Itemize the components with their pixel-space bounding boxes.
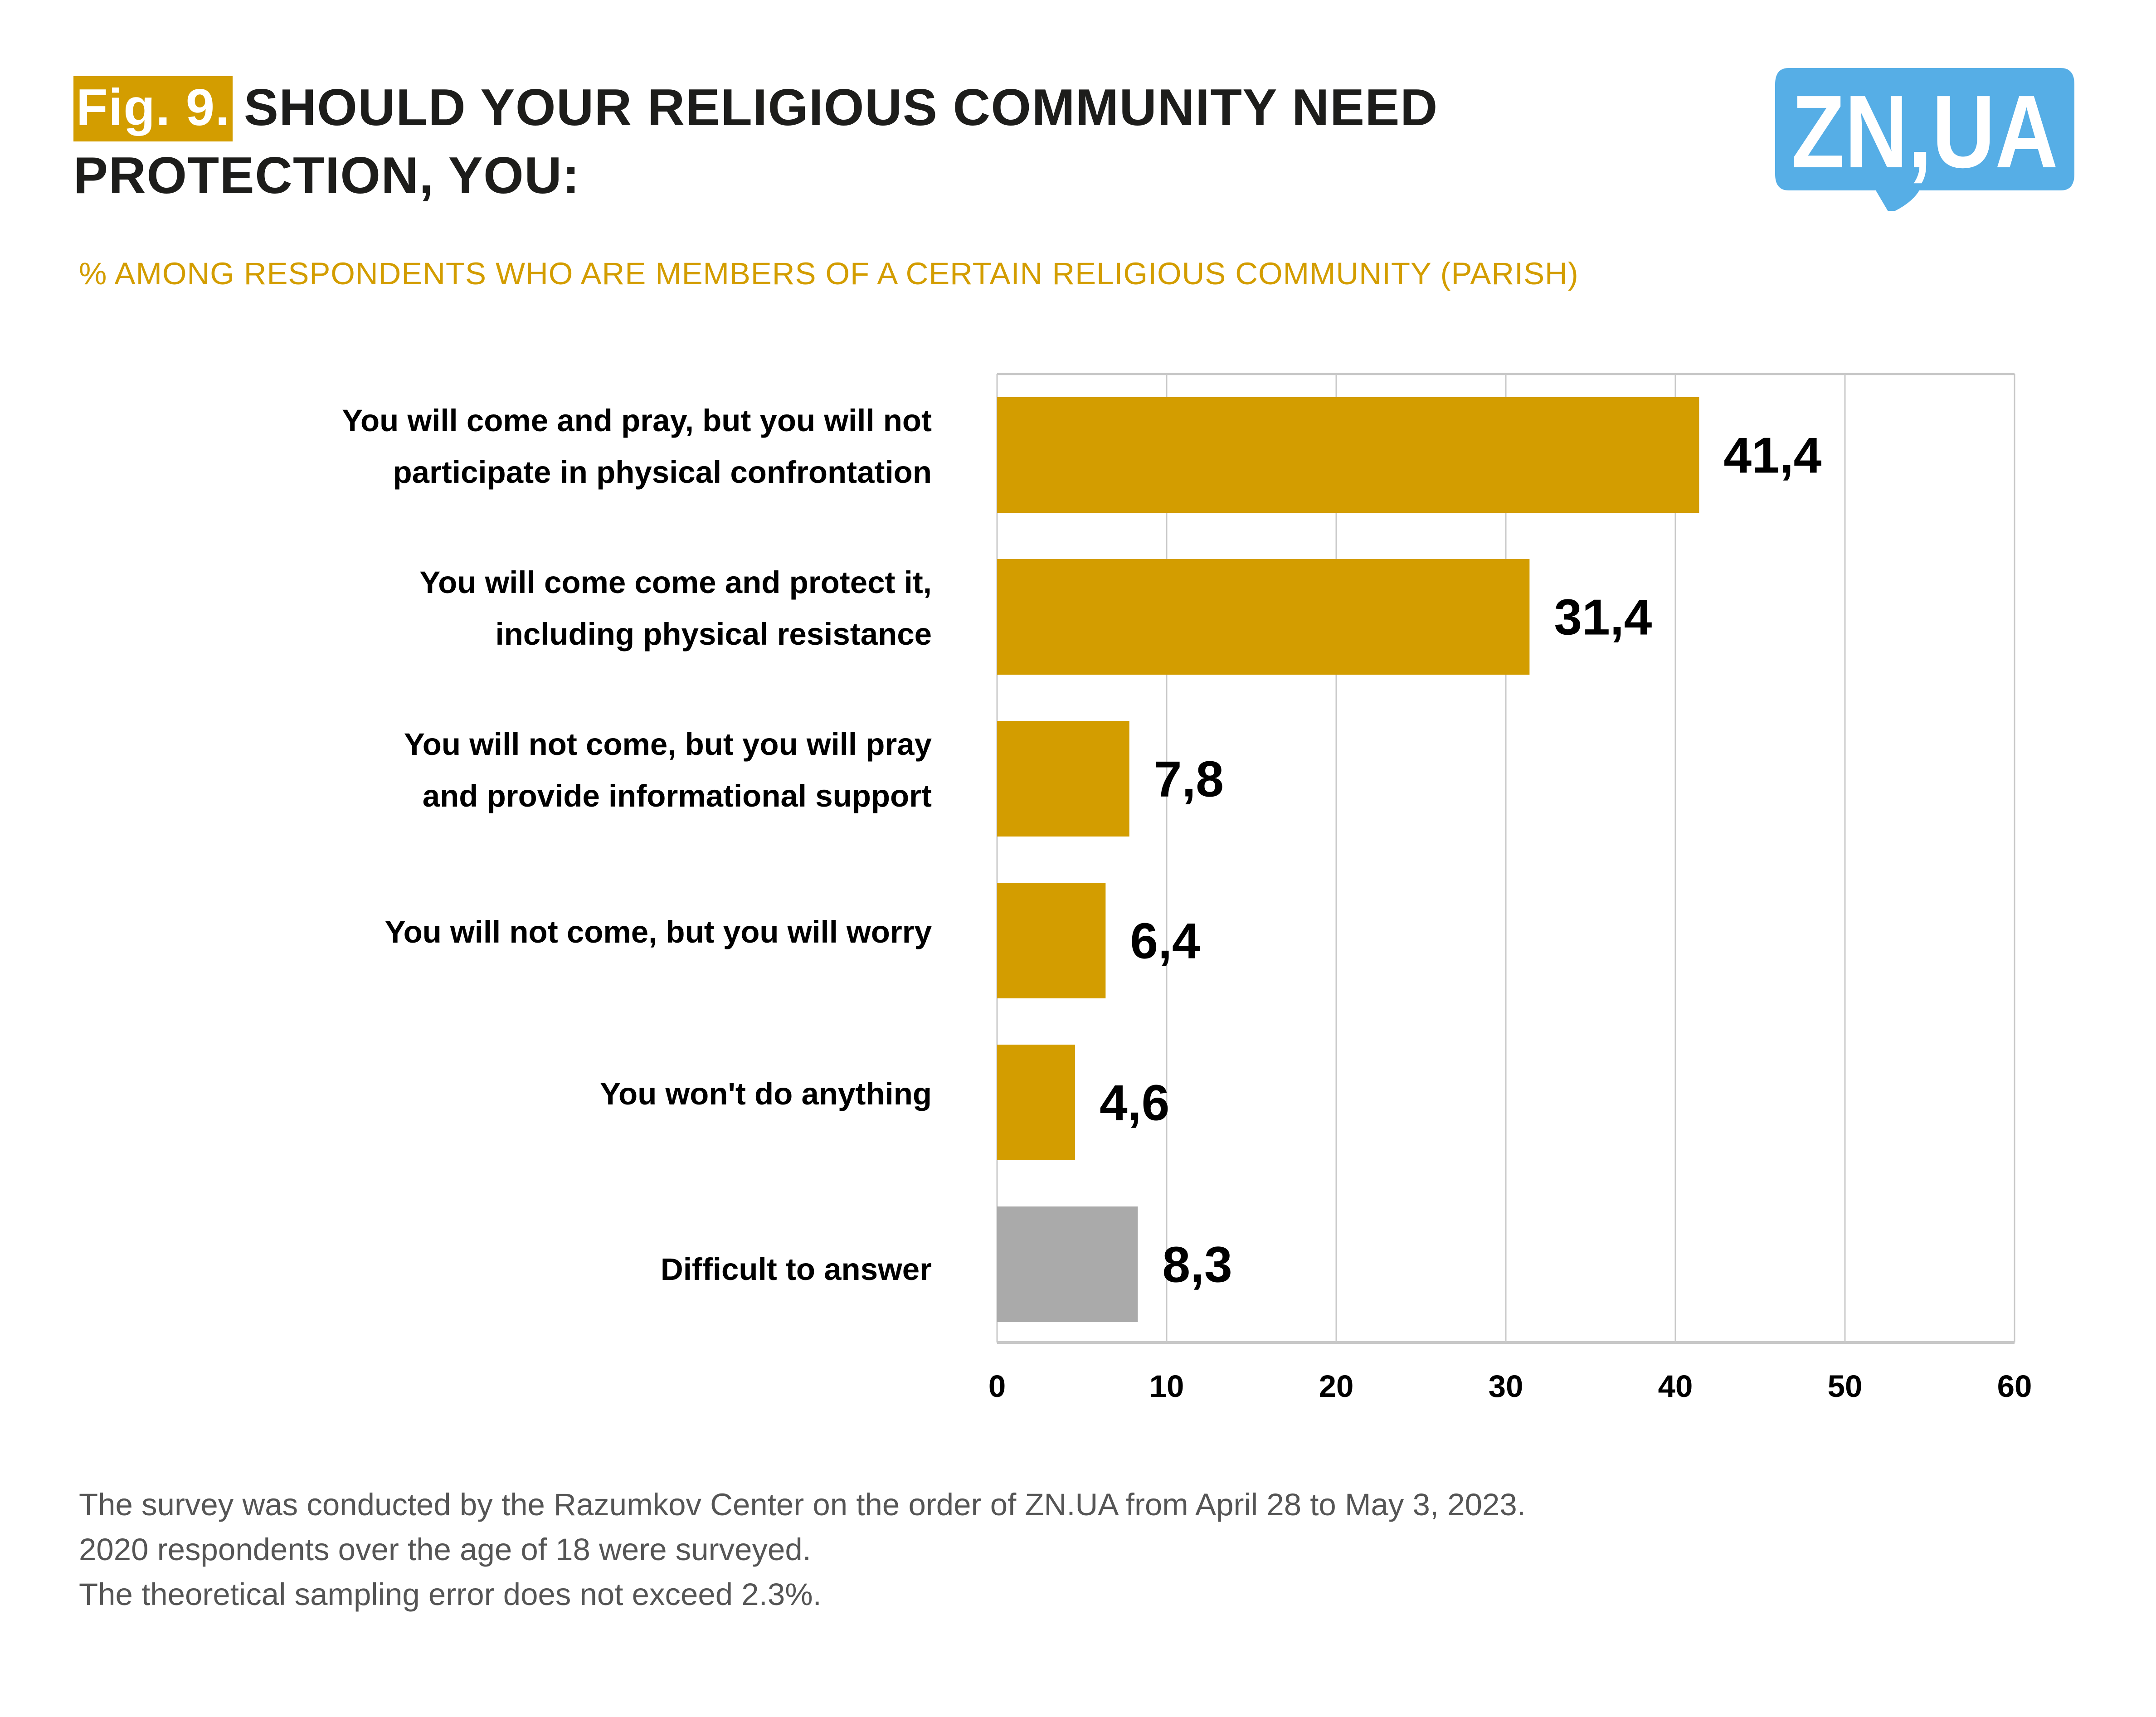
category-label: You will not come, but you will pray and … — [61, 718, 932, 821]
title-text: SHOULD YOUR RELIGIOUS COMMUNITY NEED PRO… — [73, 80, 1438, 205]
bar — [997, 559, 1530, 675]
category-label-line: You will come come and protect it, — [419, 564, 932, 599]
category-label: You will not come, but you will worry — [61, 905, 932, 957]
value-label: 7,8 — [1154, 751, 1224, 807]
category-label-line: and provide informational support — [422, 777, 932, 813]
bar — [997, 397, 1699, 513]
value-label: 8,3 — [1162, 1237, 1232, 1293]
bar — [997, 1045, 1076, 1160]
category-label: Difficult to answer — [61, 1243, 932, 1294]
logo-text: ZN,UA — [1791, 74, 2058, 190]
footnote-line: 2020 respondents over the age of 18 were… — [79, 1532, 811, 1567]
category-label: You will come and pray, but you will not… — [61, 394, 932, 497]
value-label: 6,4 — [1130, 913, 1200, 969]
speech-bubble-logo-icon: ZN,UA — [1775, 68, 2074, 211]
value-label: 41,4 — [1723, 428, 1821, 484]
x-tick-label: 30 — [1489, 1369, 1523, 1404]
figure-subtitle: % AMONG RESPONDENTS WHO ARE MEMBERS OF A… — [79, 256, 1579, 291]
bar — [997, 883, 1106, 998]
category-label: You will come come and protect it, includ… — [61, 556, 932, 659]
footnote: The survey was conducted by the Razumkov… — [79, 1483, 1526, 1617]
footnote-line: The theoretical sampling error does not … — [79, 1576, 822, 1612]
value-label: 4,6 — [1100, 1075, 1169, 1131]
value-label: 31,4 — [1554, 589, 1652, 646]
category-label-line: including physical resistance — [495, 615, 932, 651]
x-tick-label: 0 — [988, 1369, 1006, 1404]
category-label-line: You will come and pray, but you will not — [342, 402, 932, 438]
figure-title: Fig. 9. SHOULD YOUR RELIGIOUS COMMUNITY N… — [73, 75, 1638, 211]
category-label-line: You will not come, but you will pray — [404, 725, 932, 761]
x-tick-label: 40 — [1658, 1369, 1693, 1404]
category-label-line: Difficult to answer — [660, 1250, 932, 1286]
category-label-line: You won't do anything — [600, 1075, 932, 1111]
figure-number-badge: Fig. 9. — [73, 76, 233, 141]
x-tick-label: 50 — [1828, 1369, 1863, 1404]
zn-ua-logo: ZN,UA — [1775, 68, 2074, 211]
category-label-line: participate in physical confrontation — [393, 453, 932, 489]
footnote-line: The survey was conducted by the Razumkov… — [79, 1487, 1526, 1522]
category-label: You won't do anything — [61, 1067, 932, 1119]
bar — [997, 1206, 1138, 1322]
bar — [997, 721, 1129, 837]
x-tick-label: 10 — [1149, 1369, 1184, 1404]
x-tick-label: 20 — [1319, 1369, 1354, 1404]
x-tick-label: 60 — [1997, 1369, 2032, 1404]
category-label-line: You will not come, but you will worry — [384, 913, 932, 949]
